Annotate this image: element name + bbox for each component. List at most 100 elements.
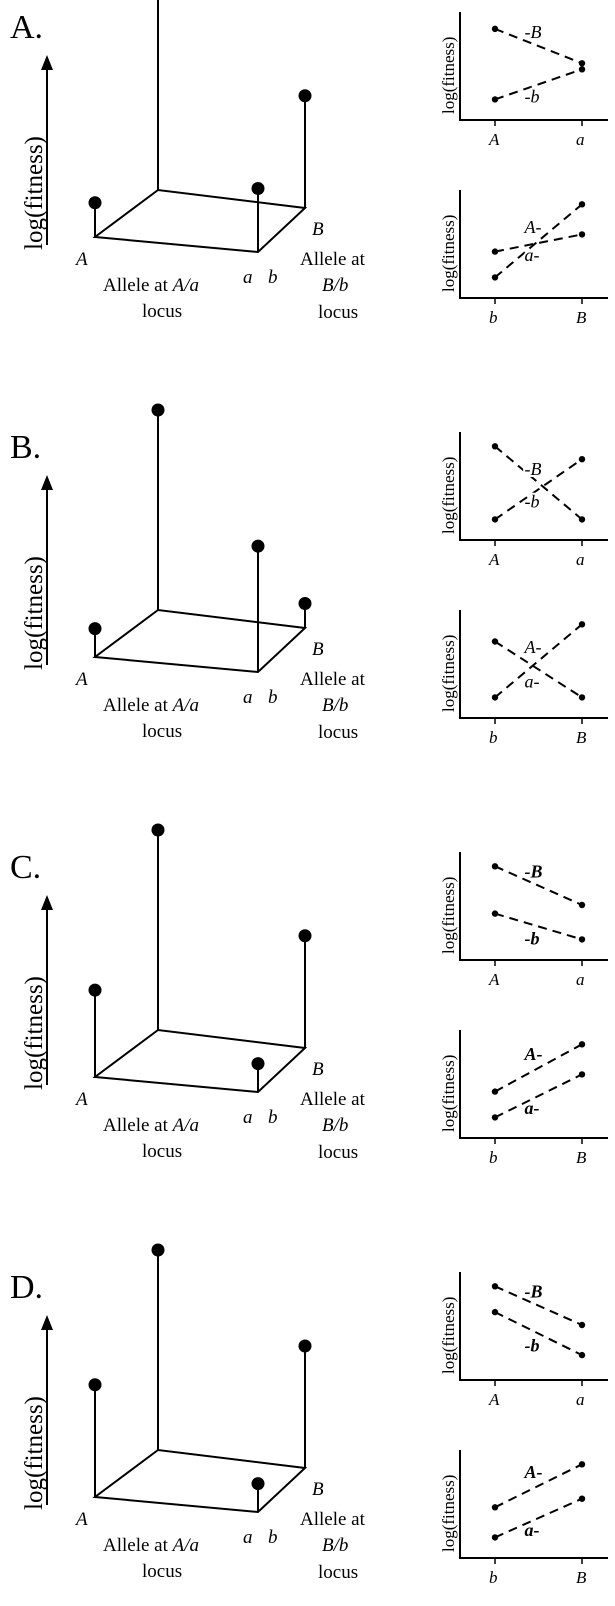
corner-label-a: a bbox=[243, 267, 253, 288]
corner-label-b: b bbox=[268, 687, 278, 708]
top_plot-ylabel: log(fitness) bbox=[439, 37, 458, 114]
fitness-axis-arrowhead bbox=[41, 1315, 53, 1330]
top_plot-axes bbox=[459, 432, 608, 541]
x-axis-label-line2: locus bbox=[142, 301, 182, 322]
stem-ab-point bbox=[251, 539, 265, 553]
bottom_plot-series-point bbox=[578, 621, 586, 628]
bottom_plot-series-point bbox=[491, 248, 499, 255]
bottom_plot-series-label: a- bbox=[525, 1520, 540, 1540]
top_plot-series-label: -B bbox=[525, 22, 542, 42]
bottom_plot-series-line bbox=[494, 1497, 583, 1539]
genotype-base-plane bbox=[92, 1028, 308, 1094]
stem-AB-point bbox=[151, 823, 165, 837]
top_plot-tick-label: A bbox=[488, 1390, 500, 1409]
corner-label-b: b bbox=[268, 267, 278, 288]
bottom_plot-tick-label: b bbox=[489, 1148, 498, 1167]
top_plot-series-label: -B bbox=[525, 862, 543, 882]
top_plot-series-line bbox=[494, 27, 583, 65]
corner-label-A: A bbox=[74, 249, 88, 270]
bottom_plot-axes bbox=[459, 1030, 608, 1139]
bottom_plot-tick-label: b bbox=[489, 728, 498, 747]
bottom_plot-series-point bbox=[578, 201, 586, 208]
top_plot-series-point bbox=[578, 1351, 586, 1359]
stem-aB-point bbox=[298, 89, 312, 103]
bottom_plot-tick-label: b bbox=[489, 1568, 498, 1587]
genotype-base-plane bbox=[92, 188, 308, 254]
corner-label-A: A bbox=[74, 669, 88, 690]
fitness-axis-arrowhead bbox=[41, 475, 53, 490]
top_plot-series-line bbox=[494, 865, 583, 906]
y-axis-label-locus: B/b bbox=[322, 275, 348, 296]
top_plot-series-line bbox=[494, 445, 583, 521]
bottom_plot-series-point bbox=[578, 1461, 586, 1468]
panel-letter: D. bbox=[10, 1269, 43, 1306]
x-axis-label-locus: A/a bbox=[171, 1115, 199, 1136]
bottom_plot-ylabel: log(fitness) bbox=[439, 1475, 458, 1552]
top_plot-series-label: -b bbox=[525, 491, 540, 511]
bottom_plot-series-line bbox=[494, 1043, 583, 1093]
bottom_plot-tick-label: b bbox=[489, 308, 498, 327]
y-axis-label-line1: Allele at bbox=[300, 669, 366, 690]
top_plot-axes bbox=[459, 852, 608, 961]
stem-Ab-point bbox=[88, 622, 102, 636]
top_plot-series-point bbox=[491, 910, 499, 917]
corner-label-B: B bbox=[312, 219, 324, 240]
top_plot-tick-label: A bbox=[488, 970, 500, 989]
bottom_plot-series-label: a- bbox=[525, 245, 540, 265]
bottom_plot-ylabel: log(fitness) bbox=[439, 1055, 458, 1132]
stem-AB-point bbox=[151, 1243, 165, 1257]
top_plot-series-point bbox=[578, 66, 586, 73]
bottom_plot-series-label: a- bbox=[525, 671, 540, 691]
top_plot-series-point bbox=[578, 1321, 586, 1329]
bottom_plot-tick-label: B bbox=[576, 1148, 587, 1167]
y-axis-label-locus: B/b bbox=[322, 695, 348, 716]
x-axis-label-prefix: Allele at bbox=[103, 275, 173, 296]
top_plot-tick-label: A bbox=[488, 550, 500, 569]
bottom_plot-axes bbox=[459, 610, 608, 719]
bottom_plot-tick-label: B bbox=[576, 728, 587, 747]
fitness-axis-arrowhead bbox=[41, 55, 53, 70]
top_plot-tick-label: a bbox=[576, 130, 585, 149]
corner-label-A: A bbox=[74, 1089, 88, 1110]
top_plot-series-line bbox=[494, 912, 583, 941]
corner-label-b: b bbox=[268, 1527, 278, 1548]
y-axis-label-line2: locus bbox=[318, 722, 358, 743]
stem-Ab-point bbox=[88, 196, 102, 210]
x-axis-label-line2: locus bbox=[142, 1561, 182, 1582]
bottom_plot-series-line bbox=[494, 640, 583, 699]
top_plot-series-label: -b bbox=[525, 929, 540, 949]
stem-ab-point bbox=[251, 182, 265, 195]
top_plot-tick-label: a bbox=[576, 1390, 585, 1409]
fitness-axis-label: log(fitness) bbox=[21, 1396, 48, 1510]
top_plot-axes bbox=[459, 1272, 608, 1381]
corner-label-B: B bbox=[312, 639, 324, 660]
x-axis-label-line1: Allele at A/a bbox=[103, 1115, 199, 1136]
x-axis-label-prefix: Allele at bbox=[103, 695, 173, 716]
corner-label-a: a bbox=[243, 687, 253, 708]
top_plot-series-point bbox=[578, 901, 586, 909]
bottom_plot-axes bbox=[459, 190, 608, 299]
bottom_plot-series-line bbox=[494, 1463, 583, 1509]
fitness-axis-label: log(fitness) bbox=[21, 136, 48, 250]
top_plot-series-point bbox=[491, 443, 499, 450]
top_plot-tick-label: A bbox=[488, 130, 500, 149]
bottom_plot-series-point bbox=[491, 1088, 499, 1095]
bottom_plot-series-point bbox=[491, 1114, 499, 1121]
stem-aB-point bbox=[298, 597, 312, 610]
top_plot-series-label: -B bbox=[525, 1282, 543, 1302]
bottom_plot-series-point bbox=[491, 1504, 499, 1511]
y-axis-label-line2: locus bbox=[318, 1142, 358, 1163]
top_plot-axes bbox=[459, 12, 608, 121]
panel-letter: C. bbox=[10, 849, 41, 886]
genotype-base-plane bbox=[92, 608, 308, 674]
x-axis-label-locus: A/a bbox=[171, 275, 199, 296]
top_plot-series-label: -b bbox=[525, 86, 540, 106]
bottom_plot-series-point bbox=[491, 638, 499, 645]
bottom_plot-ylabel: log(fitness) bbox=[439, 635, 458, 712]
bottom_plot-series-label: a- bbox=[525, 1098, 540, 1118]
bottom_plot-series-label: A- bbox=[524, 1462, 543, 1482]
